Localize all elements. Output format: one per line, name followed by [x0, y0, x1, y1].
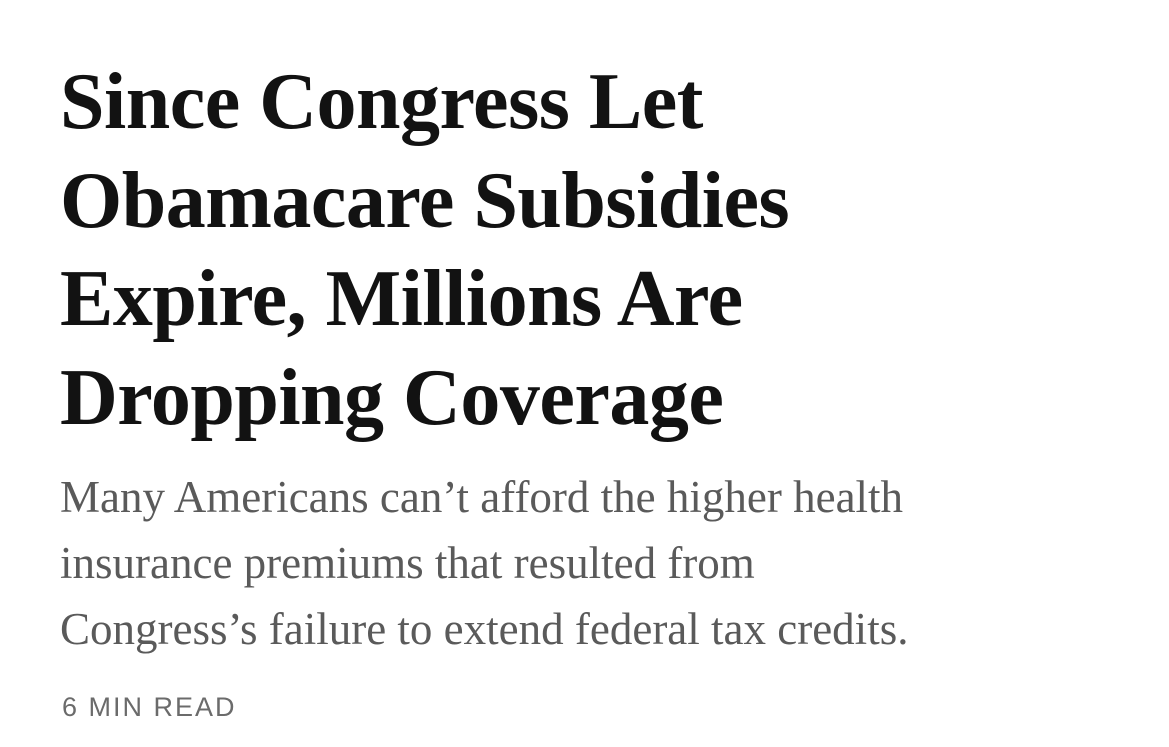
summary-line: Many Americans can’t afford the higher h… [60, 472, 904, 522]
headline-line: Since Congress Let [60, 58, 703, 146]
read-time: 6 MIN READ [62, 692, 237, 722]
summary-line: insurance premiums that resulted from [60, 538, 755, 588]
headline-line: Expire, Millions Are [60, 255, 743, 343]
summary-line: Congress’s failure to extend federal tax… [60, 604, 909, 654]
headline-line: Dropping Coverage [60, 354, 724, 442]
headline-line: Obamacare Subsidies [60, 157, 790, 245]
